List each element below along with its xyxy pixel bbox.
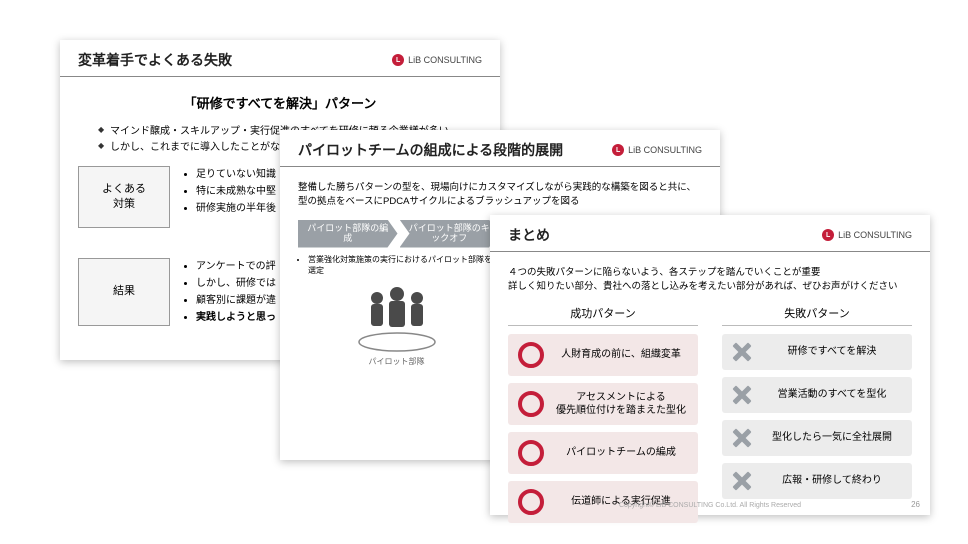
desc: 整備した勝ちパターンの型を、現場向けにカスタマイズしながら実践的な構築を図ると共… [298,181,702,210]
pattern-text: 研修ですべてを解決 [762,345,902,358]
pattern-text: 広報・研修して終わり [762,474,902,487]
logo-mark-icon: L [612,144,624,156]
fail-item: 型化したら一気に全社展開 [722,420,912,456]
list-item: 営業強化対策施策の実行におけるパイロット部隊を選定 [308,254,495,276]
label-box: よくある 対策 [78,166,170,228]
page-number: 26 [911,500,920,509]
process-step: パイロット部隊の編成 [298,220,398,248]
fail-item: 研修ですべてを解決 [722,334,912,370]
success-column: 成功パターン 人財育成の前に、組織変革 アセスメントによる 優先順位付けを踏まえ… [508,305,698,530]
pattern-text: 型化したら一気に全社展開 [762,431,902,444]
fail-item: 営業活動のすべてを型化 [722,377,912,413]
logo: L LiB CONSULTING [822,229,912,241]
logo-mark-icon: L [392,54,404,66]
success-item: パイロットチームの編成 [508,432,698,474]
slide-title: 変革着手でよくある失敗 [78,50,232,70]
x-icon [732,385,752,405]
slide-title: パイロットチームの組成による段階的展開 [298,140,563,160]
x-icon [732,342,752,362]
slide-header: まとめ L LiB CONSULTING [490,215,930,252]
people-group-icon: パイロット部隊 [298,284,495,367]
logo: L LiB CONSULTING [392,54,482,66]
pattern-text: パイロットチームの編成 [554,446,688,459]
fail-column: 失敗パターン 研修ですべてを解決 営業活動のすべてを型化 型化したら一気に全社展… [722,305,912,530]
x-icon [732,428,752,448]
circle-icon [518,391,544,417]
pattern-columns: 成功パターン 人財育成の前に、組織変革 アセスメントによる 優先順位付けを踏まえ… [508,305,912,530]
logo: L LiB CONSULTING [612,144,702,156]
people-label: パイロット部隊 [298,356,495,367]
proc-col: 営業強化対策施策の実行におけるパイロット部隊を選定 パイロット部隊 [298,254,495,432]
column-head: 失敗パターン [722,305,912,326]
fail-item: 広報・研修して終わり [722,463,912,499]
column-head: 成功パターン [508,305,698,326]
slide-body: ４つの失敗パターンに陥らないよう、各ステップを踏んでいくことが重要 詳しく知りた… [490,252,930,538]
footer: Copyright© LiB CONSULTING Co.Ltd. All Ri… [490,502,930,509]
slide-3: まとめ L LiB CONSULTING ４つの失敗パターンに陥らないよう、各ス… [490,215,930,515]
x-icon [732,471,752,491]
logo-text: LiB CONSULTING [628,145,702,155]
pattern-text: 人財育成の前に、組織変革 [554,348,688,361]
logo-text: LiB CONSULTING [408,55,482,65]
slide-title: まとめ [508,225,550,245]
pattern-text: 営業活動のすべてを型化 [762,388,902,401]
pattern-text: アセスメントによる 優先順位付けを踏まえた型化 [554,391,688,417]
circle-icon [518,342,544,368]
logo-text: LiB CONSULTING [838,230,912,240]
process-step: パイロット部隊のキックオフ [400,220,500,248]
label-box: 結果 [78,258,170,326]
success-item: アセスメントによる 優先順位付けを踏まえた型化 [508,383,698,425]
desc: ４つの失敗パターンに陥らないよう、各ステップを踏んでいくことが重要 詳しく知りた… [508,266,912,295]
circle-icon [518,440,544,466]
slide-header: パイロットチームの組成による段階的展開 L LiB CONSULTING [280,130,720,167]
logo-mark-icon: L [822,229,834,241]
slide-header: 変革着手でよくある失敗 L LiB CONSULTING [60,40,500,77]
subtitle: 「研修ですべてを解決」パターン [78,93,482,112]
success-item: 人財育成の前に、組織変革 [508,334,698,376]
